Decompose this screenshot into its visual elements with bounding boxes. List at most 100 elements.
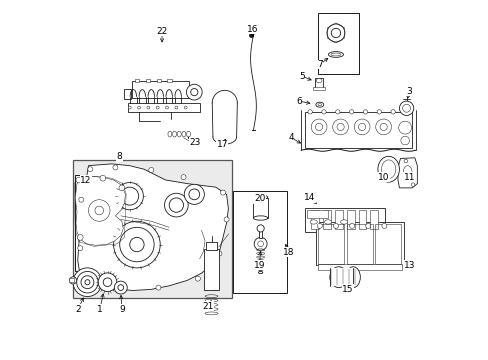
Circle shape: [116, 183, 143, 210]
Circle shape: [120, 227, 154, 262]
Circle shape: [165, 106, 168, 109]
Bar: [258, 229, 262, 238]
Circle shape: [119, 185, 124, 191]
Ellipse shape: [309, 220, 317, 224]
Circle shape: [358, 123, 365, 131]
Bar: [73, 160, 231, 298]
Text: 13: 13: [403, 261, 414, 270]
Circle shape: [321, 110, 325, 114]
Circle shape: [95, 206, 103, 215]
Circle shape: [103, 278, 112, 287]
Circle shape: [85, 280, 90, 285]
Bar: [316, 222, 403, 265]
Bar: [75, 175, 131, 271]
Text: 21: 21: [202, 302, 213, 311]
Circle shape: [69, 277, 77, 284]
Ellipse shape: [329, 267, 347, 288]
Bar: [310, 211, 319, 229]
Circle shape: [184, 184, 204, 204]
Circle shape: [400, 136, 408, 145]
Circle shape: [330, 28, 340, 38]
Ellipse shape: [186, 131, 190, 137]
Circle shape: [113, 221, 160, 268]
Circle shape: [118, 285, 123, 291]
Circle shape: [148, 167, 153, 172]
Bar: [369, 211, 378, 229]
Text: 23: 23: [189, 138, 200, 147]
Bar: [334, 211, 342, 229]
Bar: [253, 198, 267, 218]
Bar: [313, 87, 324, 90]
Bar: [346, 224, 372, 264]
Circle shape: [410, 183, 414, 186]
Text: 12: 12: [80, 176, 91, 185]
Circle shape: [398, 121, 411, 134]
Bar: [233, 192, 286, 293]
Ellipse shape: [315, 102, 323, 107]
Circle shape: [403, 159, 407, 163]
Circle shape: [315, 123, 322, 131]
Circle shape: [375, 119, 391, 135]
Circle shape: [128, 106, 131, 109]
Ellipse shape: [317, 104, 321, 106]
Bar: [375, 224, 400, 264]
Circle shape: [156, 285, 161, 290]
Circle shape: [349, 110, 353, 114]
Bar: [206, 242, 217, 249]
Circle shape: [333, 224, 338, 228]
Circle shape: [376, 110, 381, 114]
Circle shape: [381, 224, 386, 228]
Bar: [203, 249, 219, 290]
Ellipse shape: [403, 166, 411, 180]
Ellipse shape: [253, 216, 267, 220]
Circle shape: [175, 106, 178, 109]
Circle shape: [365, 224, 370, 228]
Circle shape: [88, 167, 93, 172]
Ellipse shape: [346, 267, 360, 288]
Circle shape: [399, 101, 413, 116]
Bar: [346, 211, 354, 229]
Circle shape: [257, 241, 263, 247]
Circle shape: [353, 119, 369, 135]
Text: 14: 14: [304, 193, 315, 202]
Ellipse shape: [340, 220, 347, 224]
Circle shape: [188, 189, 199, 200]
Circle shape: [224, 217, 228, 222]
Circle shape: [78, 246, 82, 251]
Polygon shape: [75, 176, 125, 245]
Circle shape: [404, 110, 408, 114]
Bar: [304, 112, 411, 148]
Circle shape: [307, 110, 312, 114]
Circle shape: [76, 177, 81, 183]
Bar: [323, 211, 330, 229]
Text: 1: 1: [97, 305, 102, 314]
Ellipse shape: [253, 195, 267, 199]
Circle shape: [114, 281, 127, 294]
Bar: [317, 13, 359, 74]
Text: 7: 7: [316, 60, 322, 69]
Ellipse shape: [167, 131, 171, 137]
Bar: [131, 81, 188, 98]
Text: 4: 4: [288, 133, 293, 142]
Text: 16: 16: [246, 25, 258, 34]
Bar: [329, 268, 352, 286]
Circle shape: [257, 225, 264, 232]
Circle shape: [195, 276, 200, 281]
Ellipse shape: [324, 220, 331, 224]
Circle shape: [254, 237, 266, 250]
Circle shape: [181, 175, 185, 180]
Polygon shape: [397, 158, 416, 188]
Ellipse shape: [328, 51, 343, 57]
Ellipse shape: [172, 131, 176, 137]
Circle shape: [121, 187, 139, 205]
Circle shape: [326, 24, 344, 42]
Circle shape: [137, 106, 140, 109]
Ellipse shape: [316, 78, 321, 83]
Text: 3: 3: [406, 86, 411, 95]
Circle shape: [129, 237, 144, 252]
Text: 20: 20: [253, 194, 264, 203]
Bar: [167, 79, 171, 82]
Circle shape: [84, 274, 89, 279]
Bar: [306, 210, 327, 218]
Circle shape: [77, 234, 83, 240]
